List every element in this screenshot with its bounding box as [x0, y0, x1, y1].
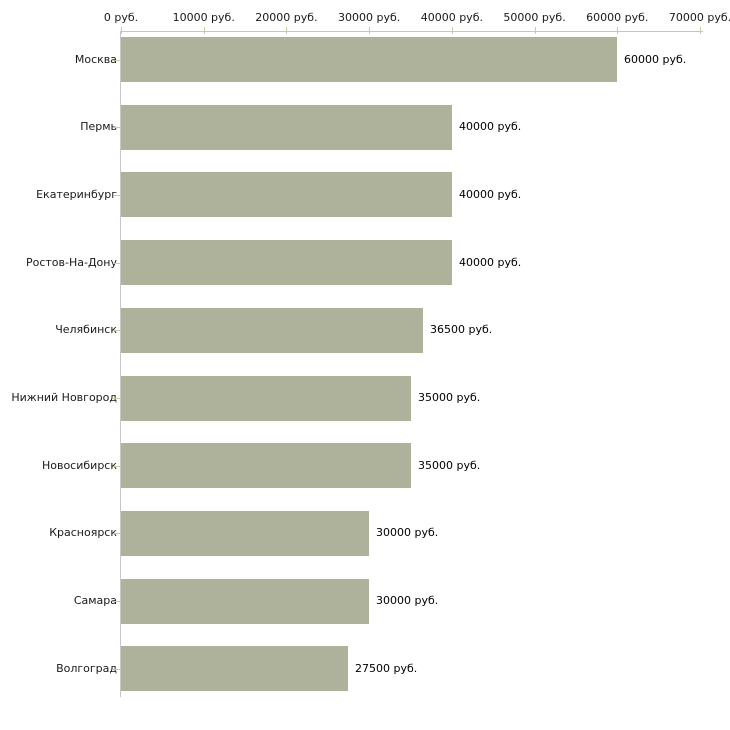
category-tick-mark — [113, 601, 120, 602]
value-label: 27500 руб. — [355, 661, 418, 675]
value-label: 35000 руб. — [418, 391, 481, 404]
category-tick-mark — [113, 669, 120, 670]
bar — [121, 172, 452, 218]
value-label: 36500 руб. — [430, 323, 493, 337]
x-axis-tick-label: 30000 руб. — [338, 11, 401, 24]
x-axis-tick-label: 0 руб. — [103, 11, 139, 24]
bar — [121, 240, 452, 286]
category-label: Волгоград — [56, 661, 117, 675]
value-label: 60000 руб. — [624, 52, 687, 66]
value-label: 40000 руб. — [459, 255, 522, 269]
bar — [121, 37, 617, 82]
category-label: Нижний Новгород — [11, 391, 117, 404]
x-axis-tick-label: 40000 руб. — [420, 11, 483, 24]
x-axis-tick-mark — [369, 27, 371, 34]
category-tick-mark — [113, 398, 120, 399]
x-axis-tick-mark — [700, 27, 701, 34]
bar — [121, 578, 369, 624]
value-label: 40000 руб. — [459, 187, 522, 201]
y-axis-line — [120, 31, 121, 697]
category-tick-mark — [113, 533, 120, 534]
x-axis-tick-mark — [451, 27, 453, 34]
bar — [121, 510, 369, 556]
bar — [121, 646, 348, 692]
x-axis-tick-mark — [286, 27, 288, 34]
x-axis-tick-label: 70000 руб. — [668, 11, 730, 24]
bar — [121, 104, 452, 150]
x-axis-tick-label: 50000 руб. — [503, 11, 566, 24]
x-axis-tick-label: 60000 руб. — [586, 11, 649, 24]
category-label: Самара — [73, 594, 117, 608]
x-axis-tick-mark — [534, 27, 536, 34]
category-label: Ростов-На-Дону — [25, 255, 117, 269]
category-label: Пермь — [80, 120, 117, 134]
bar — [121, 307, 423, 353]
x-axis-tick-label: 10000 руб. — [172, 11, 235, 24]
category-tick-mark — [113, 60, 120, 61]
value-label: 30000 руб. — [376, 526, 439, 540]
category-tick-mark — [113, 330, 120, 331]
bar — [121, 375, 411, 421]
bar — [121, 443, 411, 489]
category-label: Москва — [74, 52, 117, 66]
category-label: Красноярск — [49, 526, 117, 540]
category-label: Екатеринбург — [36, 187, 117, 201]
value-label: 35000 руб. — [418, 458, 481, 472]
value-label: 40000 руб. — [459, 120, 522, 134]
category-tick-mark — [113, 127, 120, 128]
x-axis-tick-label: 20000 руб. — [255, 11, 318, 24]
x-axis-tick-mark — [617, 27, 619, 34]
x-axis-tick-mark — [203, 27, 205, 34]
category-tick-mark — [113, 263, 120, 264]
category-tick-mark — [113, 466, 120, 467]
value-label: 30000 руб. — [376, 594, 439, 608]
x-axis-tick-mark — [121, 27, 122, 34]
category-label: Новосибирск — [41, 458, 117, 472]
category-label: Челябинск — [55, 323, 117, 337]
x-axis-line — [120, 31, 703, 32]
category-tick-mark — [113, 195, 120, 196]
